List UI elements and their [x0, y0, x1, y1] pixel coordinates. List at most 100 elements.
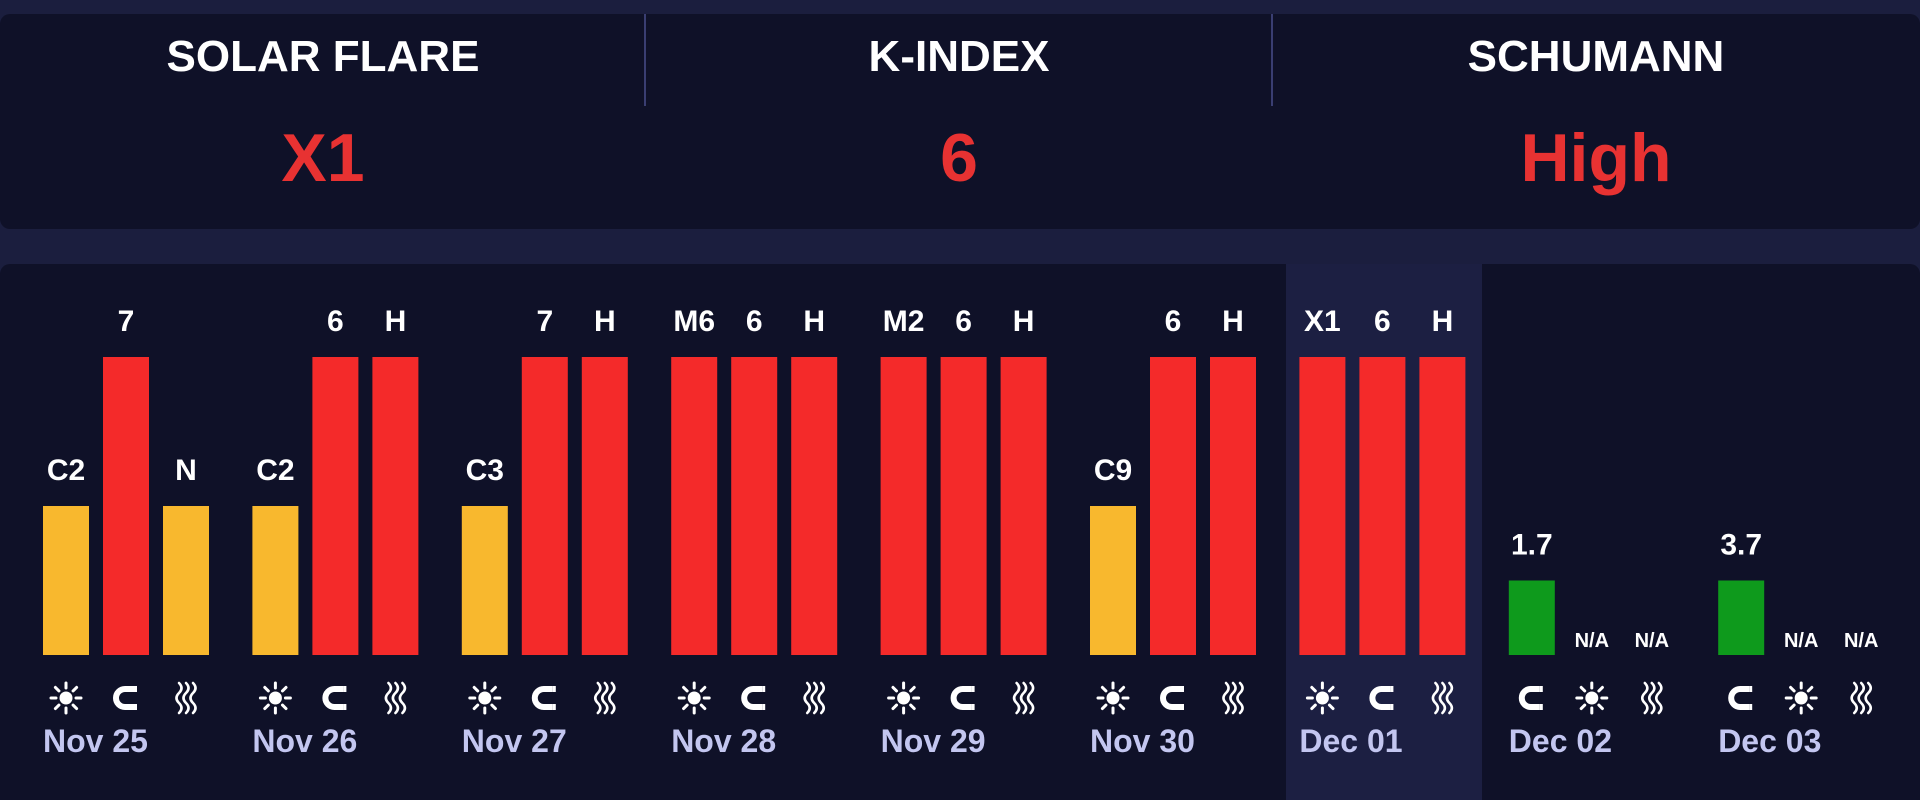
bar-label: M6 [673, 305, 715, 338]
magnet-icon [531, 686, 556, 710]
day-group: C2 6 H Nov 26 [252, 305, 419, 759]
magnet-icon [1160, 686, 1184, 710]
day-group: 3.7 N/A N/A Dec 03 [1718, 529, 1878, 759]
waves-icon [803, 681, 825, 715]
magnet-icon [113, 686, 137, 710]
sun-icon [1784, 681, 1818, 715]
day-group: M6 6 H Nov 28 [671, 305, 838, 759]
schumann-label: SCHUMANN [1467, 32, 1725, 81]
waves-icon [1431, 681, 1454, 715]
bar-label: 3.7 [1720, 529, 1762, 562]
bar-label: C2 [256, 454, 294, 487]
day-group: C3 7 H Nov 27 [461, 305, 628, 759]
magnet-icon [322, 686, 347, 710]
bar-label: 6 [1374, 305, 1391, 338]
sun-icon [1305, 681, 1339, 715]
bar [1718, 580, 1765, 655]
sun-icon [1096, 681, 1130, 715]
bar [103, 357, 149, 655]
bar [880, 357, 927, 655]
bar-label: H [803, 305, 825, 338]
bar-label: 6 [955, 305, 972, 338]
magnet-icon [741, 686, 766, 710]
bar [1419, 357, 1466, 655]
bar-label: 7 [536, 305, 553, 338]
bar-label: N/A [1784, 630, 1818, 652]
bar [1150, 357, 1196, 655]
waves-icon [384, 681, 407, 715]
bar [461, 506, 508, 655]
bar [43, 506, 89, 655]
day-group: X1 6 H Dec 01 [1299, 305, 1466, 759]
bar [1210, 357, 1256, 655]
bar [1090, 506, 1136, 655]
day-group: C2 7 N Nov 25 [43, 305, 209, 759]
waves-icon [1641, 681, 1663, 715]
stat-divider [644, 14, 646, 106]
date-label: Dec 01 [1299, 723, 1402, 759]
bar-label: M2 [883, 305, 925, 338]
bar-label: H [1013, 305, 1035, 338]
sun-icon [1575, 681, 1609, 715]
bar [1299, 357, 1346, 655]
date-label: Nov 27 [462, 723, 567, 759]
date-label: Nov 28 [671, 723, 776, 759]
summary-panel: SOLAR FLARE X1 K-INDEX 6 SCHUMANN High [0, 14, 1920, 229]
waves-icon [1222, 681, 1244, 715]
sun-icon [887, 681, 921, 715]
waves-icon [1850, 681, 1872, 715]
bar [940, 357, 987, 655]
date-label: Dec 02 [1509, 723, 1612, 759]
magnet-icon [950, 686, 975, 710]
bar-label: N/A [1635, 630, 1669, 652]
waves-icon [1012, 681, 1035, 715]
solar-flare-value: X1 [281, 120, 365, 196]
bar-label: N/A [1844, 630, 1878, 652]
bar-label: X1 [1304, 305, 1341, 338]
bar [1359, 357, 1406, 655]
date-label: Nov 30 [1090, 723, 1195, 759]
bar [252, 506, 299, 655]
bar [1000, 357, 1047, 655]
waves-icon [175, 681, 197, 715]
solar-flare-stat: SOLAR FLARE X1 [0, 14, 646, 229]
bar [372, 357, 419, 655]
bar-label: H [594, 305, 616, 338]
sun-icon [468, 681, 502, 715]
magnet-icon [1728, 686, 1753, 710]
bar [163, 506, 209, 655]
bar-label: 6 [1165, 305, 1182, 338]
waves-icon [594, 681, 616, 715]
date-label: Dec 03 [1718, 723, 1821, 759]
bar-label: H [1222, 305, 1244, 338]
sun-icon [258, 681, 292, 715]
date-label: Nov 29 [881, 723, 986, 759]
schumann-value: High [1520, 120, 1672, 196]
k-index-value: 6 [940, 120, 978, 196]
bar-label: C3 [466, 454, 504, 487]
bar [731, 357, 778, 655]
bar-label: H [385, 305, 407, 338]
date-label: Nov 25 [43, 723, 148, 759]
bar [581, 357, 628, 655]
bar-label: N [175, 454, 197, 487]
k-index-label: K-INDEX [868, 32, 1050, 81]
bar-label: C9 [1094, 454, 1132, 487]
schumann-stat: SCHUMANN High [1272, 14, 1920, 229]
bar-label: N/A [1575, 630, 1609, 652]
magnet-icon [1518, 686, 1543, 710]
bar-label: C2 [47, 454, 85, 487]
bar-label: 1.7 [1511, 529, 1553, 562]
bar-label: 6 [746, 305, 763, 338]
k-index-stat: K-INDEX 6 [646, 14, 1272, 229]
day-group: M2 6 H Nov 29 [880, 305, 1047, 759]
date-label: Nov 26 [252, 723, 357, 759]
bar-label: 7 [118, 305, 135, 338]
stat-divider [1271, 14, 1273, 106]
bar [1508, 580, 1555, 655]
day-group: 1.7 N/A N/A Dec 02 [1508, 529, 1669, 759]
bar [671, 357, 718, 655]
sun-icon [677, 681, 711, 715]
day-group: C9 6 H Nov 30 [1090, 305, 1256, 759]
